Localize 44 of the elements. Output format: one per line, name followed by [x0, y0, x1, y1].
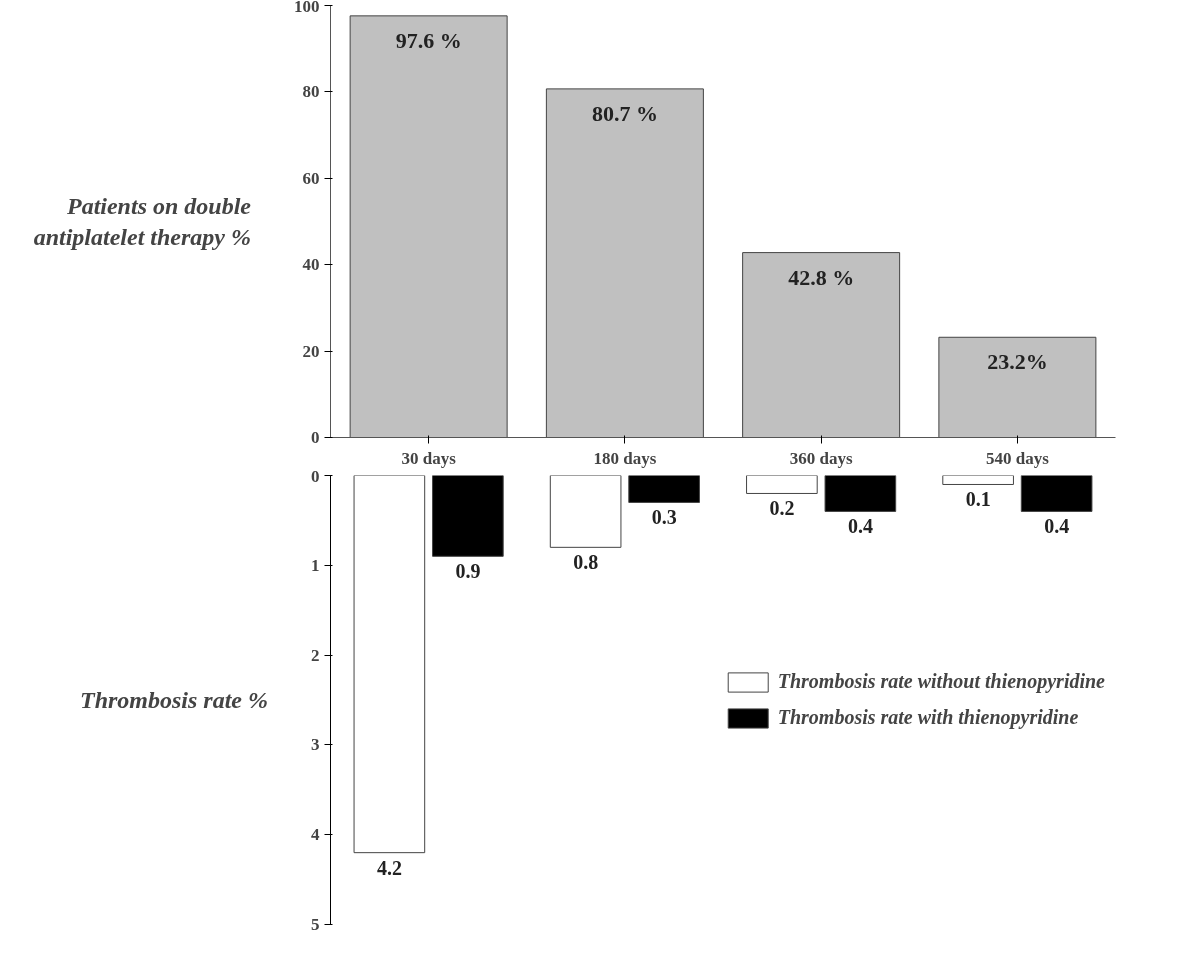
- bar: [942, 475, 1014, 485]
- data-label: 0.2: [769, 497, 795, 520]
- legend-label: Thrombosis rate without thienopyridine: [777, 670, 1105, 693]
- x-tick-label: 180 days: [593, 448, 657, 468]
- bar: [432, 475, 504, 557]
- y-tick-label: 20: [302, 341, 320, 361]
- data-label: 0.9: [455, 560, 481, 583]
- bar: [349, 15, 508, 438]
- data-label: 0.3: [651, 506, 677, 529]
- bar: [353, 475, 426, 854]
- data-label: 80.7 %: [591, 100, 658, 126]
- y-tick-label: 60: [302, 168, 320, 188]
- bar: [1020, 475, 1093, 512]
- data-label: 97.6 %: [395, 27, 462, 53]
- y-tick-label: 1: [311, 555, 320, 575]
- y-tick-label: 40: [302, 255, 320, 275]
- data-label: 0.1: [965, 488, 991, 511]
- bar: [545, 88, 704, 438]
- y-tick-label: 3: [311, 735, 320, 755]
- y-tick-label: 0: [311, 466, 320, 486]
- bar: [938, 336, 1097, 438]
- data-label: 0.4: [1044, 515, 1070, 538]
- x-tick-label: 360 days: [789, 448, 853, 468]
- bar: [824, 475, 897, 512]
- y-tick-label: 80: [302, 82, 320, 102]
- y-axis-title: Thrombosis rate %: [79, 687, 268, 713]
- x-tick-label: 540 days: [985, 448, 1050, 468]
- bar: [628, 475, 700, 503]
- data-label: 23.2%: [987, 349, 1048, 375]
- bar: [742, 252, 901, 438]
- y-tick-label: 2: [311, 645, 320, 665]
- y-axis-title: Patients on double antiplatelet therapy %: [33, 192, 252, 251]
- y-tick-label: 0: [311, 428, 320, 447]
- y-tick-label: 5: [311, 915, 320, 934]
- bar: [549, 475, 622, 548]
- legend-label: Thrombosis rate with thienopyridine: [777, 706, 1079, 729]
- x-tick-label: 30 days: [401, 448, 457, 468]
- bar: [746, 475, 818, 494]
- data-label: 42.8 %: [788, 264, 855, 290]
- data-label: 0.8: [573, 551, 599, 574]
- y-tick-label: 4: [311, 825, 320, 845]
- data-label: 0.4: [847, 515, 873, 538]
- data-label: 4.2: [376, 856, 402, 879]
- y-tick-label: 100: [294, 0, 320, 16]
